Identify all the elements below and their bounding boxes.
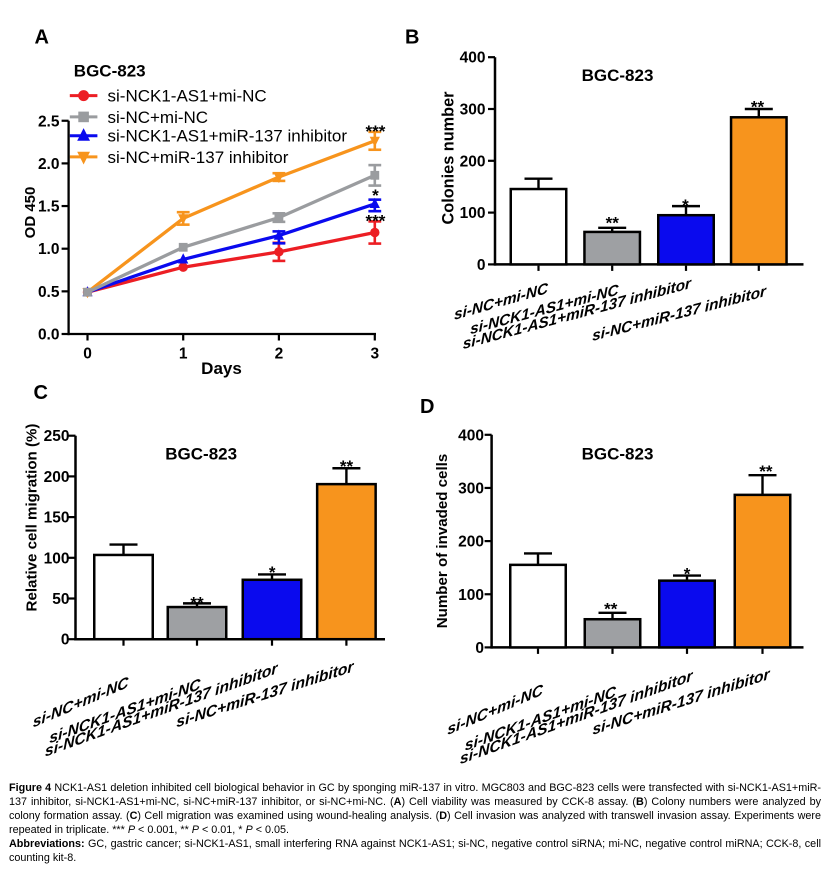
svg-text:100: 100 <box>460 205 486 222</box>
svg-text:A: A <box>35 27 49 49</box>
svg-text:***: *** <box>365 212 385 231</box>
svg-text:200: 200 <box>460 153 486 170</box>
svg-text:1.5: 1.5 <box>38 199 60 216</box>
svg-text:Colonies number: Colonies number <box>440 91 458 225</box>
svg-text:si-NCK1-AS1+mi-NC: si-NCK1-AS1+mi-NC <box>108 87 267 106</box>
svg-text:BGC-823: BGC-823 <box>74 62 146 81</box>
svg-text:250: 250 <box>44 428 70 445</box>
svg-text:*: * <box>372 186 379 205</box>
svg-text:0.0: 0.0 <box>38 327 60 344</box>
svg-text:0: 0 <box>83 346 92 363</box>
svg-text:300: 300 <box>460 102 486 119</box>
svg-text:Relative cell migration (%): Relative cell migration (%) <box>23 424 40 612</box>
svg-text:*: * <box>684 565 691 584</box>
svg-text:***: *** <box>365 122 385 141</box>
svg-text:0: 0 <box>475 640 484 657</box>
svg-text:si-NC+mi-NC: si-NC+mi-NC <box>108 108 209 127</box>
svg-text:**: ** <box>190 593 204 612</box>
svg-text:B: B <box>405 27 419 49</box>
svg-text:3: 3 <box>370 346 379 363</box>
svg-text:2.0: 2.0 <box>38 156 60 173</box>
svg-text:*: * <box>269 563 276 582</box>
svg-text:0.5: 0.5 <box>38 284 60 301</box>
svg-text:200: 200 <box>458 534 484 551</box>
svg-text:2.5: 2.5 <box>38 113 60 130</box>
svg-text:100: 100 <box>44 550 70 567</box>
svg-text:400: 400 <box>460 50 486 67</box>
svg-text:1.0: 1.0 <box>38 241 60 258</box>
svg-text:OD 450: OD 450 <box>22 187 39 239</box>
svg-text:**: ** <box>606 214 620 233</box>
svg-text:400: 400 <box>458 427 484 444</box>
svg-text:BGC-823: BGC-823 <box>165 445 237 464</box>
svg-text:BGC-823: BGC-823 <box>582 66 654 85</box>
svg-text:si-NCK1-AS1+miR-137 inhibitor: si-NCK1-AS1+miR-137 inhibitor <box>108 127 348 146</box>
svg-text:**: ** <box>604 600 618 619</box>
svg-text:si-NC+miR-137 inhibitor: si-NC+miR-137 inhibitor <box>108 148 289 167</box>
svg-text:0: 0 <box>477 257 486 274</box>
svg-text:200: 200 <box>44 469 70 486</box>
svg-text:0: 0 <box>61 632 70 649</box>
svg-text:300: 300 <box>458 480 484 497</box>
svg-text:**: ** <box>759 462 773 481</box>
svg-text:BGC-823: BGC-823 <box>582 445 654 464</box>
svg-text:**: ** <box>751 97 765 116</box>
svg-text:1: 1 <box>179 346 188 363</box>
svg-text:100: 100 <box>458 587 484 604</box>
svg-text:C: C <box>34 382 48 404</box>
svg-text:**: ** <box>340 457 354 476</box>
svg-text:Days: Days <box>201 359 242 378</box>
svg-text:50: 50 <box>52 591 69 608</box>
svg-text:150: 150 <box>44 510 70 527</box>
svg-text:2: 2 <box>275 346 284 363</box>
svg-text:D: D <box>420 396 434 418</box>
svg-text:Number of invaded cells: Number of invaded cells <box>434 454 451 628</box>
svg-text:*: * <box>682 196 689 215</box>
